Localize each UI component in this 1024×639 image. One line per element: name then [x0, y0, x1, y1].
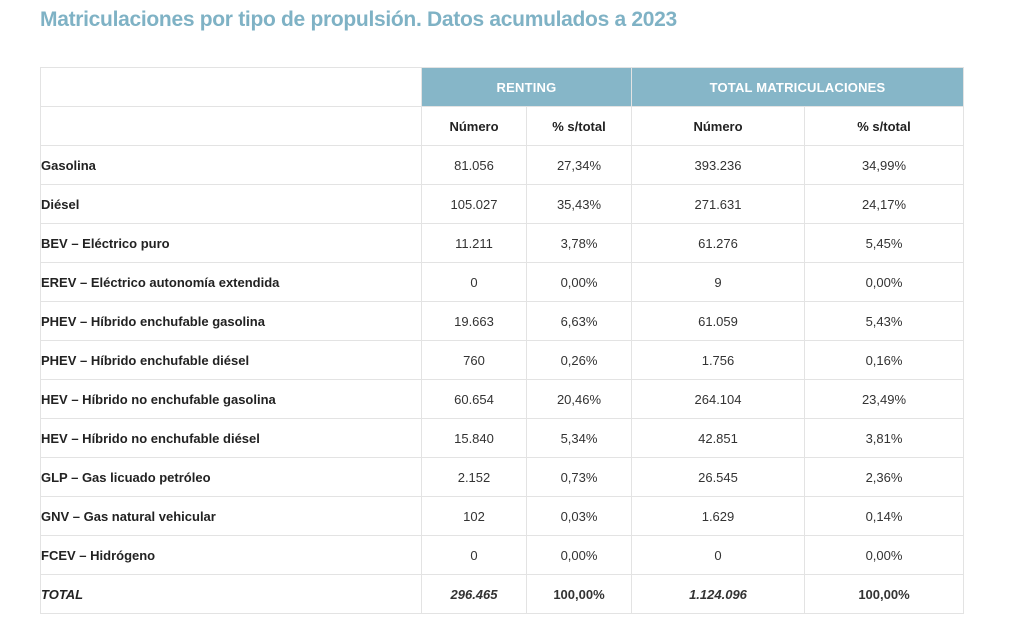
group-header-row: RENTING TOTAL MATRICULACIONES [40, 67, 964, 107]
renting-number-cell: 760 [421, 340, 527, 380]
renting-pct-cell: 5,34% [526, 418, 632, 458]
total-renting-pct: 100,00% [526, 574, 632, 614]
total-number-cell: 9 [631, 262, 805, 302]
renting-number-cell: 11.211 [421, 223, 527, 263]
total-pct-cell: 0,14% [804, 496, 964, 536]
corner-cell [40, 67, 422, 107]
row-label: PHEV – Híbrido enchufable diésel [40, 340, 422, 380]
table-row: PHEV – Híbrido enchufable diésel 760 0,2… [40, 340, 964, 380]
table-row: BEV – Eléctrico puro 11.211 3,78% 61.276… [40, 223, 964, 263]
total-label: TOTAL [40, 574, 422, 614]
total-total-number: 1.124.096 [631, 574, 805, 614]
renting-pct-header: % s/total [526, 106, 632, 146]
row-label: GLP – Gas licuado petróleo [40, 457, 422, 497]
renting-number-cell: 81.056 [421, 145, 527, 185]
sub-header-row: Número % s/total Número % s/total [40, 106, 964, 146]
renting-number-cell: 2.152 [421, 457, 527, 497]
total-number-cell: 1.756 [631, 340, 805, 380]
total-registrations-header: TOTAL MATRICULACIONES [631, 67, 964, 107]
total-pct-cell: 0,00% [804, 262, 964, 302]
total-total-pct: 100,00% [804, 574, 964, 614]
total-pct-cell: 2,36% [804, 457, 964, 497]
total-pct-cell: 0,16% [804, 340, 964, 380]
renting-number-cell: 102 [421, 496, 527, 536]
total-number-cell: 0 [631, 535, 805, 575]
total-pct-cell: 34,99% [804, 145, 964, 185]
table-row: FCEV – Hidrógeno 0 0,00% 0 0,00% [40, 535, 964, 575]
total-pct-cell: 5,43% [804, 301, 964, 341]
renting-header: RENTING [421, 67, 632, 107]
row-label: EREV – Eléctrico autonomía extendida [40, 262, 422, 302]
table-row: Gasolina 81.056 27,34% 393.236 34,99% [40, 145, 964, 185]
renting-pct-cell: 27,34% [526, 145, 632, 185]
renting-number-cell: 15.840 [421, 418, 527, 458]
total-pct-cell: 0,00% [804, 535, 964, 575]
total-number-cell: 42.851 [631, 418, 805, 458]
row-label: Diésel [40, 184, 422, 224]
row-label: GNV – Gas natural vehicular [40, 496, 422, 536]
row-label: FCEV – Hidrógeno [40, 535, 422, 575]
total-pct-cell: 24,17% [804, 184, 964, 224]
total-number-cell: 26.545 [631, 457, 805, 497]
table-row: EREV – Eléctrico autonomía extendida 0 0… [40, 262, 964, 302]
total-number-cell: 61.276 [631, 223, 805, 263]
row-label: HEV – Híbrido no enchufable gasolina [40, 379, 422, 419]
total-pct-cell: 23,49% [804, 379, 964, 419]
table-row: PHEV – Híbrido enchufable gasolina 19.66… [40, 301, 964, 341]
sub-header-corner-cell [40, 106, 422, 146]
renting-number-cell: 105.027 [421, 184, 527, 224]
renting-pct-cell: 0,73% [526, 457, 632, 497]
table-row: HEV – Híbrido no enchufable diésel 15.84… [40, 418, 964, 458]
total-number-header: Número [631, 106, 805, 146]
renting-pct-cell: 0,00% [526, 262, 632, 302]
table-row: GNV – Gas natural vehicular 102 0,03% 1.… [40, 496, 964, 536]
total-pct-header: % s/total [804, 106, 964, 146]
total-pct-cell: 5,45% [804, 223, 964, 263]
total-number-cell: 271.631 [631, 184, 805, 224]
renting-number-cell: 0 [421, 535, 527, 575]
renting-pct-cell: 0,03% [526, 496, 632, 536]
total-number-cell: 1.629 [631, 496, 805, 536]
renting-pct-cell: 0,00% [526, 535, 632, 575]
page-title: Matriculaciones por tipo de propulsión. … [40, 8, 677, 31]
total-number-cell: 393.236 [631, 145, 805, 185]
renting-pct-cell: 35,43% [526, 184, 632, 224]
table-row: GLP – Gas licuado petróleo 2.152 0,73% 2… [40, 457, 964, 497]
table-row: HEV – Híbrido no enchufable gasolina 60.… [40, 379, 964, 419]
renting-number-cell: 0 [421, 262, 527, 302]
renting-number-cell: 19.663 [421, 301, 527, 341]
total-number-cell: 264.104 [631, 379, 805, 419]
total-number-cell: 61.059 [631, 301, 805, 341]
renting-pct-cell: 3,78% [526, 223, 632, 263]
total-row: TOTAL 296.465 100,00% 1.124.096 100,00% [40, 574, 964, 614]
row-label: BEV – Eléctrico puro [40, 223, 422, 263]
row-label: HEV – Híbrido no enchufable diésel [40, 418, 422, 458]
renting-number-header: Número [421, 106, 527, 146]
row-label: Gasolina [40, 145, 422, 185]
total-renting-number: 296.465 [421, 574, 527, 614]
renting-pct-cell: 20,46% [526, 379, 632, 419]
renting-pct-cell: 0,26% [526, 340, 632, 380]
renting-number-cell: 60.654 [421, 379, 527, 419]
row-label: PHEV – Híbrido enchufable gasolina [40, 301, 422, 341]
total-pct-cell: 3,81% [804, 418, 964, 458]
propulsion-table: RENTING TOTAL MATRICULACIONES Número % s… [40, 67, 964, 614]
renting-pct-cell: 6,63% [526, 301, 632, 341]
table-row: Diésel 105.027 35,43% 271.631 24,17% [40, 184, 964, 224]
